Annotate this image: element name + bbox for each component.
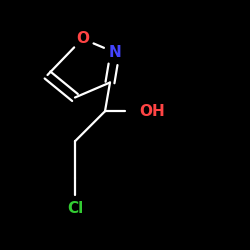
Text: N: N [108,45,122,60]
Text: O: O [76,31,89,46]
Text: OH: OH [139,104,164,119]
Text: Cl: Cl [67,201,83,216]
